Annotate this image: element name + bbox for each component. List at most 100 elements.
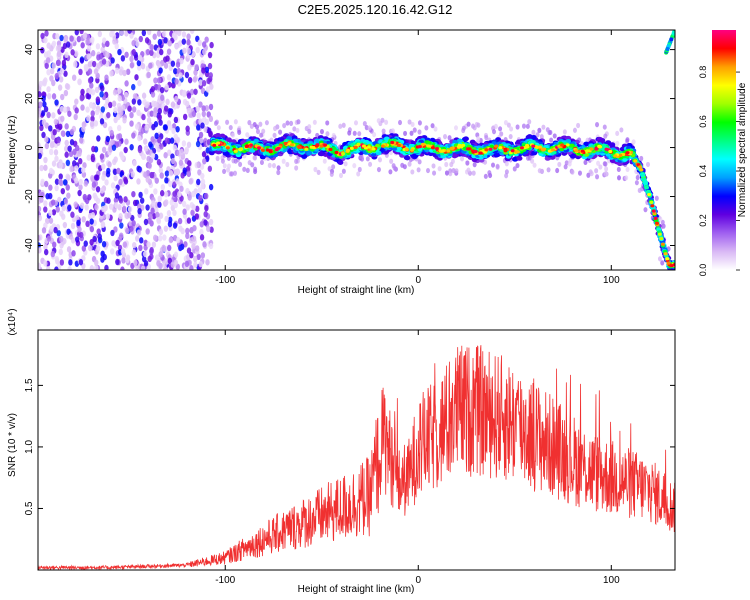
heatmap-cell bbox=[63, 36, 68, 44]
snr-panel: -100 0 100 0.51.01.5 Height of straight li… bbox=[7, 308, 676, 595]
heatmap-cell bbox=[494, 144, 499, 148]
heatmap-cell bbox=[149, 49, 154, 57]
heatmap-cell bbox=[613, 154, 618, 158]
heatmap-cell bbox=[41, 95, 46, 102]
heatmap-cell bbox=[158, 235, 163, 242]
heatmap-cell bbox=[134, 74, 139, 81]
heatmap-cell bbox=[483, 173, 488, 179]
heatmap-cell bbox=[164, 83, 169, 91]
heatmap-cell bbox=[451, 153, 458, 159]
heatmap-cell bbox=[182, 113, 188, 121]
heatmap-cell bbox=[182, 208, 187, 215]
heatmap-cell bbox=[101, 37, 107, 44]
x-tick-label: 0 bbox=[415, 275, 421, 286]
heatmap-cell bbox=[396, 143, 401, 147]
heatmap-cell bbox=[85, 220, 90, 228]
heatmap-cell bbox=[181, 200, 187, 208]
heatmap-cell bbox=[46, 50, 51, 57]
heatmap-cell bbox=[184, 146, 190, 154]
heatmap-cell bbox=[129, 111, 134, 119]
heatmap-cell bbox=[276, 169, 281, 176]
heatmap-cell bbox=[208, 242, 214, 250]
heatmap-cell bbox=[43, 243, 48, 251]
heatmap-cell bbox=[143, 250, 148, 258]
heatmap-cell bbox=[51, 40, 57, 47]
heatmap-cell bbox=[150, 136, 155, 143]
heatmap-cell bbox=[278, 137, 285, 143]
heatmap-cell bbox=[325, 120, 330, 126]
heatmap-cell bbox=[198, 101, 203, 108]
heatmap-cell bbox=[617, 175, 622, 181]
heatmap-cell bbox=[272, 132, 277, 138]
heatmap-cell bbox=[172, 144, 178, 151]
heatmap-cell bbox=[152, 234, 158, 242]
heatmap-cell bbox=[404, 147, 409, 152]
heatmap-cell bbox=[357, 131, 362, 137]
heatmap-cell bbox=[54, 72, 59, 80]
heatmap-cell bbox=[560, 143, 565, 147]
heatmap-cell bbox=[137, 146, 143, 154]
heatmap-cell bbox=[43, 164, 48, 171]
heatmap-cell bbox=[162, 261, 167, 268]
heatmap-cell bbox=[527, 119, 532, 125]
heatmap-cell bbox=[144, 37, 150, 44]
heatmap-cell bbox=[462, 136, 469, 142]
heatmap-cell bbox=[660, 242, 665, 246]
heatmap-cell bbox=[91, 145, 96, 153]
heatmap-cell bbox=[356, 171, 361, 177]
heatmap-cell bbox=[208, 72, 213, 79]
heatmap-cell bbox=[140, 127, 145, 134]
heatmap-cell bbox=[44, 30, 49, 37]
heatmap-cell bbox=[352, 130, 357, 136]
heatmap-cell bbox=[222, 168, 227, 174]
heatmap-cell bbox=[110, 138, 115, 146]
heatmap-cell bbox=[189, 252, 194, 259]
heatmap-cell bbox=[117, 87, 122, 94]
heatmap-cell bbox=[86, 154, 91, 161]
heatmap-cell bbox=[669, 37, 674, 42]
heatmap-cell bbox=[127, 30, 132, 34]
colorbar-tick-label: 0.2 bbox=[698, 214, 708, 227]
heatmap-cell bbox=[194, 63, 199, 71]
heatmap-cell bbox=[138, 244, 143, 252]
heatmap-cell bbox=[129, 120, 134, 127]
heatmap-cell bbox=[158, 228, 164, 236]
heatmap-cell bbox=[204, 192, 209, 200]
heatmap-cell bbox=[166, 244, 172, 252]
heatmap-cell bbox=[577, 170, 582, 176]
heatmap-cell bbox=[407, 161, 412, 167]
heatmap-cell bbox=[105, 213, 111, 220]
heatmap-cell bbox=[105, 51, 110, 59]
heatmap-cell bbox=[410, 121, 415, 128]
heatmap-cell bbox=[403, 130, 408, 137]
heatmap-cell bbox=[454, 168, 459, 174]
heatmap-cell bbox=[182, 89, 187, 97]
heatmap-cell bbox=[44, 62, 49, 69]
heatmap-cell bbox=[46, 111, 51, 119]
heatmap-cell bbox=[91, 60, 97, 68]
heatmap-cell bbox=[60, 187, 66, 195]
heatmap-cell bbox=[149, 44, 154, 51]
heatmap-cell bbox=[67, 145, 72, 152]
heatmap-cell bbox=[352, 163, 357, 169]
heatmap-cell bbox=[150, 207, 155, 215]
heatmap-cell bbox=[48, 184, 53, 191]
heatmap-cell bbox=[294, 158, 299, 164]
colorbar-label: Normalized spectral amplitude bbox=[737, 82, 748, 217]
heatmap-cell bbox=[242, 166, 247, 172]
heatmap-cell bbox=[185, 227, 190, 235]
heatmap-cell bbox=[106, 167, 111, 175]
heatmap-cell bbox=[53, 226, 58, 234]
heatmap-cell bbox=[43, 156, 48, 164]
heatmap-cell bbox=[162, 124, 168, 131]
heatmap-cell bbox=[146, 71, 151, 79]
heatmap-cell bbox=[57, 84, 63, 91]
heatmap-cell bbox=[498, 126, 503, 132]
heatmap-cell bbox=[187, 160, 192, 167]
heatmap-cell bbox=[312, 119, 317, 125]
heatmap-cell bbox=[461, 125, 466, 131]
heatmap-cell bbox=[194, 213, 200, 220]
heatmap-cell bbox=[167, 257, 173, 265]
heatmap-cell bbox=[209, 83, 214, 90]
